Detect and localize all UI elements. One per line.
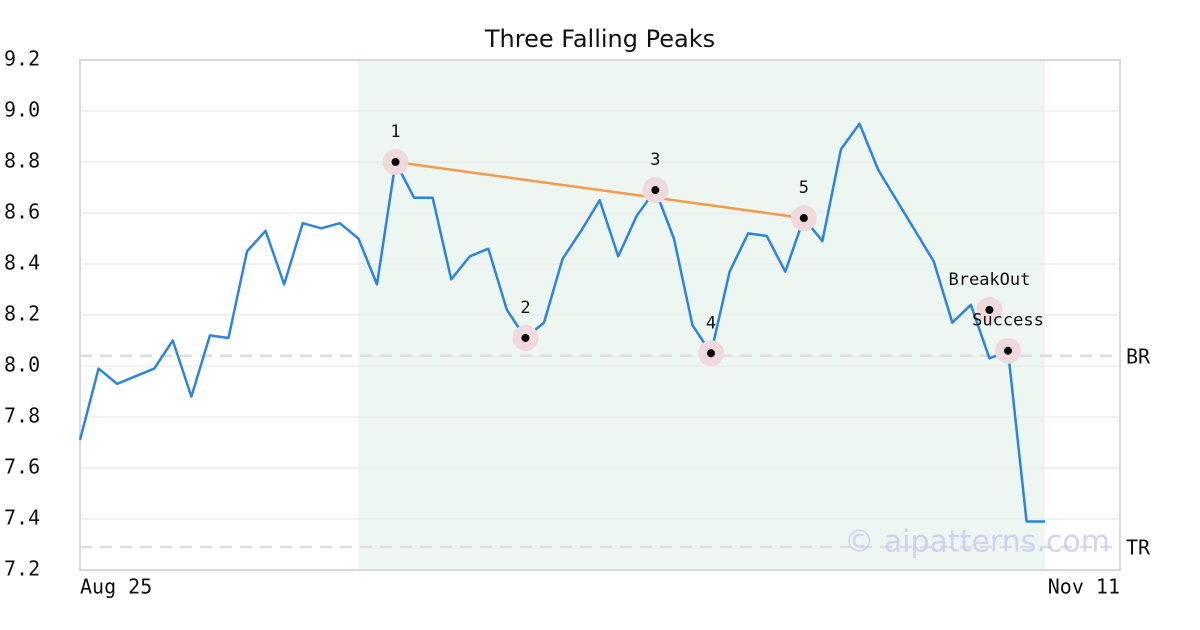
y-tick-label: 8.2 <box>4 302 40 326</box>
trendline <box>395 160 805 220</box>
y-tick-label: 7.4 <box>4 506 40 530</box>
pivot-dot <box>521 333 530 342</box>
pivot-dot <box>651 186 660 195</box>
pivot-dot <box>799 214 808 223</box>
pivot-label: 4 <box>706 313 716 333</box>
plot-frame <box>79 59 1121 571</box>
y-tick-label: 8.4 <box>4 251 40 275</box>
x-tick-label: Nov 11 <box>1048 575 1120 599</box>
pivot-dot <box>1004 346 1012 355</box>
y-tick-label: 9.2 <box>4 47 40 71</box>
y-tick-label: 7.8 <box>4 404 40 428</box>
pivot-label: BreakOut <box>948 270 1030 290</box>
pivot-label: 2 <box>520 298 530 318</box>
y-tick-label: 8.8 <box>4 149 40 173</box>
pivot-label: Success <box>972 311 1044 331</box>
pivot-label: 1 <box>390 122 400 142</box>
pivot-dot <box>391 158 400 166</box>
watermark: © aipatterns.com <box>844 525 1110 560</box>
level-label: TR <box>1126 536 1151 560</box>
pivot-dot <box>985 305 994 314</box>
chart-title: Three Falling Peaks <box>484 25 715 53</box>
pivot-label: 5 <box>799 178 809 198</box>
y-tick-label: 8.6 <box>4 200 40 224</box>
x-tick-label: Aug 25 <box>80 575 152 599</box>
pivot-dot <box>707 349 716 358</box>
y-tick-label: 8.0 <box>4 353 40 377</box>
pivot-label: 3 <box>650 150 660 170</box>
y-tick-label: 9.0 <box>4 98 40 122</box>
level-label: BR <box>1126 344 1151 368</box>
y-tick-label: 7.6 <box>4 455 40 479</box>
y-tick-label: 7.2 <box>4 557 40 581</box>
price-line <box>78 122 1046 523</box>
